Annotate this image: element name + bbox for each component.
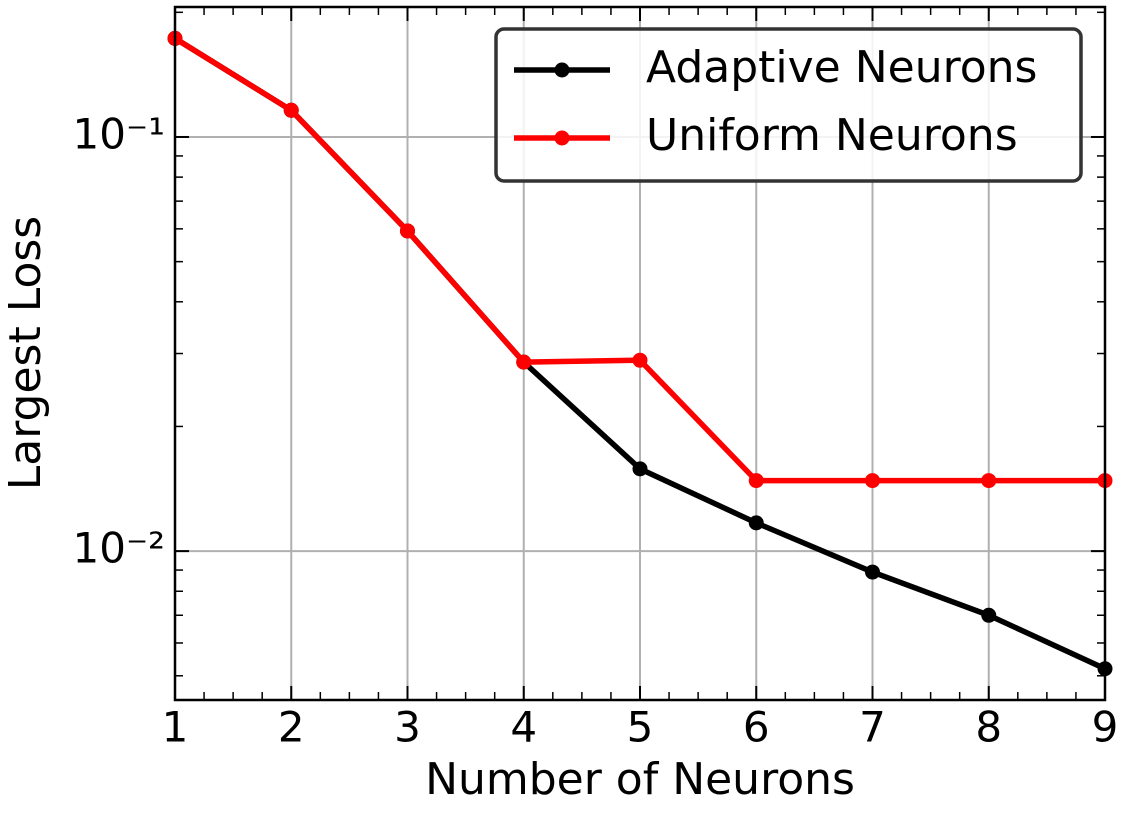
data-point [981,607,997,623]
x-tick-label: 3 [394,703,421,752]
y-tick-label: 10⁻¹ [73,109,165,158]
legend-label: Adaptive Neurons [646,42,1037,93]
x-tick-label: 9 [1092,703,1119,752]
legend-box [494,27,1083,183]
x-tick-label: 1 [162,703,189,752]
data-point [283,102,299,118]
data-point [400,223,415,239]
data-point [865,473,880,489]
legend-marker [554,62,570,78]
legend-marker [554,130,570,146]
data-point [516,354,532,370]
data-point [632,352,648,368]
y-axis-label: Largest Loss [0,216,51,490]
legend-label: Uniform Neurons [646,110,1018,161]
data-point [981,473,997,489]
y-tick-label: 10⁻² [73,524,165,573]
data-point [632,461,648,477]
x-tick-label: 6 [743,703,770,752]
x-tick-label: 2 [278,703,305,752]
x-axis-label: Number of Neurons [425,754,855,805]
data-point [748,515,764,531]
data-point [865,564,880,580]
x-tick-label: 4 [510,703,537,752]
x-tick-label: 8 [975,703,1002,752]
x-tick-label: 5 [627,703,654,752]
x-tick-label: 7 [859,703,886,752]
data-point [748,473,764,489]
plot-frame [173,5,1107,702]
